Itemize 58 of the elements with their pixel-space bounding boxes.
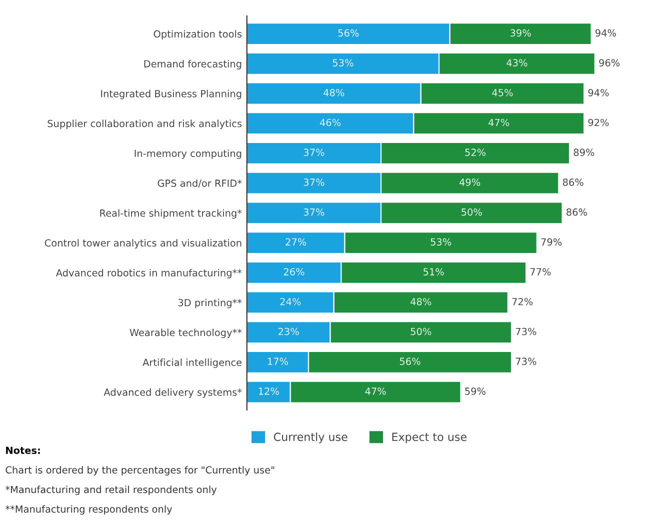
data-label: 53% xyxy=(430,238,452,246)
data-label: 52% xyxy=(465,148,486,156)
y-tick-label: Real-time shipment tracking* xyxy=(100,209,242,219)
data-label: 49% xyxy=(459,178,480,186)
data-label: 39% xyxy=(510,29,531,37)
y-tick-label: Demand forecasting xyxy=(144,60,242,70)
total-label: 77% xyxy=(530,268,551,276)
y-tick-label: In-memory computing xyxy=(134,150,242,159)
data-label: 48% xyxy=(324,88,344,96)
total-label: 73% xyxy=(516,358,536,366)
data-label: 46% xyxy=(320,118,341,126)
total-label: 59% xyxy=(465,388,486,395)
data-label: 37% xyxy=(304,178,324,186)
y-tick-label: Advanced robotics in manufacturing** xyxy=(56,268,242,278)
text: **Manufacturing respondents only xyxy=(5,505,172,515)
total-label: 89% xyxy=(574,148,594,156)
data-label: 37% xyxy=(304,208,324,216)
text: Chart is ordered by the percentages for "Currently use" xyxy=(6,466,274,476)
total-label: 96% xyxy=(599,59,620,66)
text: *Manufacturing and retail respondents only xyxy=(5,486,217,496)
y-tick-label: 3D printing** xyxy=(178,298,242,308)
total-label: 73% xyxy=(516,328,536,336)
y-tick-label: Integrated Business Planning xyxy=(101,90,242,100)
data-label: 53% xyxy=(332,59,354,66)
y-tick-label: GPS and/or RFID* xyxy=(158,179,242,188)
y-tick-label: Advanced delivery systems* xyxy=(104,388,242,398)
total-label: 92% xyxy=(588,118,609,126)
data-label: 37% xyxy=(304,148,324,156)
data-label: 26% xyxy=(284,268,304,276)
total-label: 86% xyxy=(562,178,584,186)
y-tick-label: Optimization tools xyxy=(154,30,242,40)
data-label: 56% xyxy=(338,29,359,37)
data-label: 23% xyxy=(278,328,299,336)
data-label: 45% xyxy=(492,88,513,96)
total-label: 79% xyxy=(541,238,562,246)
text: Notes: xyxy=(6,446,40,454)
data-label: 51% xyxy=(424,268,444,276)
data-label: 27% xyxy=(286,238,306,246)
y-tick-label: Supplier collaboration and risk analytics xyxy=(48,120,242,130)
data-label: 56% xyxy=(400,358,420,366)
data-label: 47% xyxy=(488,118,510,126)
data-label: 47% xyxy=(365,388,386,395)
data-label: 24% xyxy=(280,298,301,306)
total-label: 94% xyxy=(596,29,616,37)
data-label: 48% xyxy=(410,298,432,306)
total-label: 94% xyxy=(588,88,609,96)
total-label: 86% xyxy=(566,208,587,216)
data-label: 50% xyxy=(410,328,432,336)
data-label: 17% xyxy=(268,358,288,366)
legend-label: Currently use xyxy=(274,432,348,444)
data-label: 50% xyxy=(462,208,482,216)
y-tick-label: Wearable technology** xyxy=(130,328,242,338)
total-label: 72% xyxy=(512,298,533,306)
legend-label: Expect to use xyxy=(392,432,466,444)
y-tick-label: Control tower analytics and visualization xyxy=(44,239,242,248)
data-label: 12% xyxy=(258,388,279,395)
y-tick-label: Artificial intelligence xyxy=(142,358,242,368)
data-label: 43% xyxy=(506,59,528,66)
